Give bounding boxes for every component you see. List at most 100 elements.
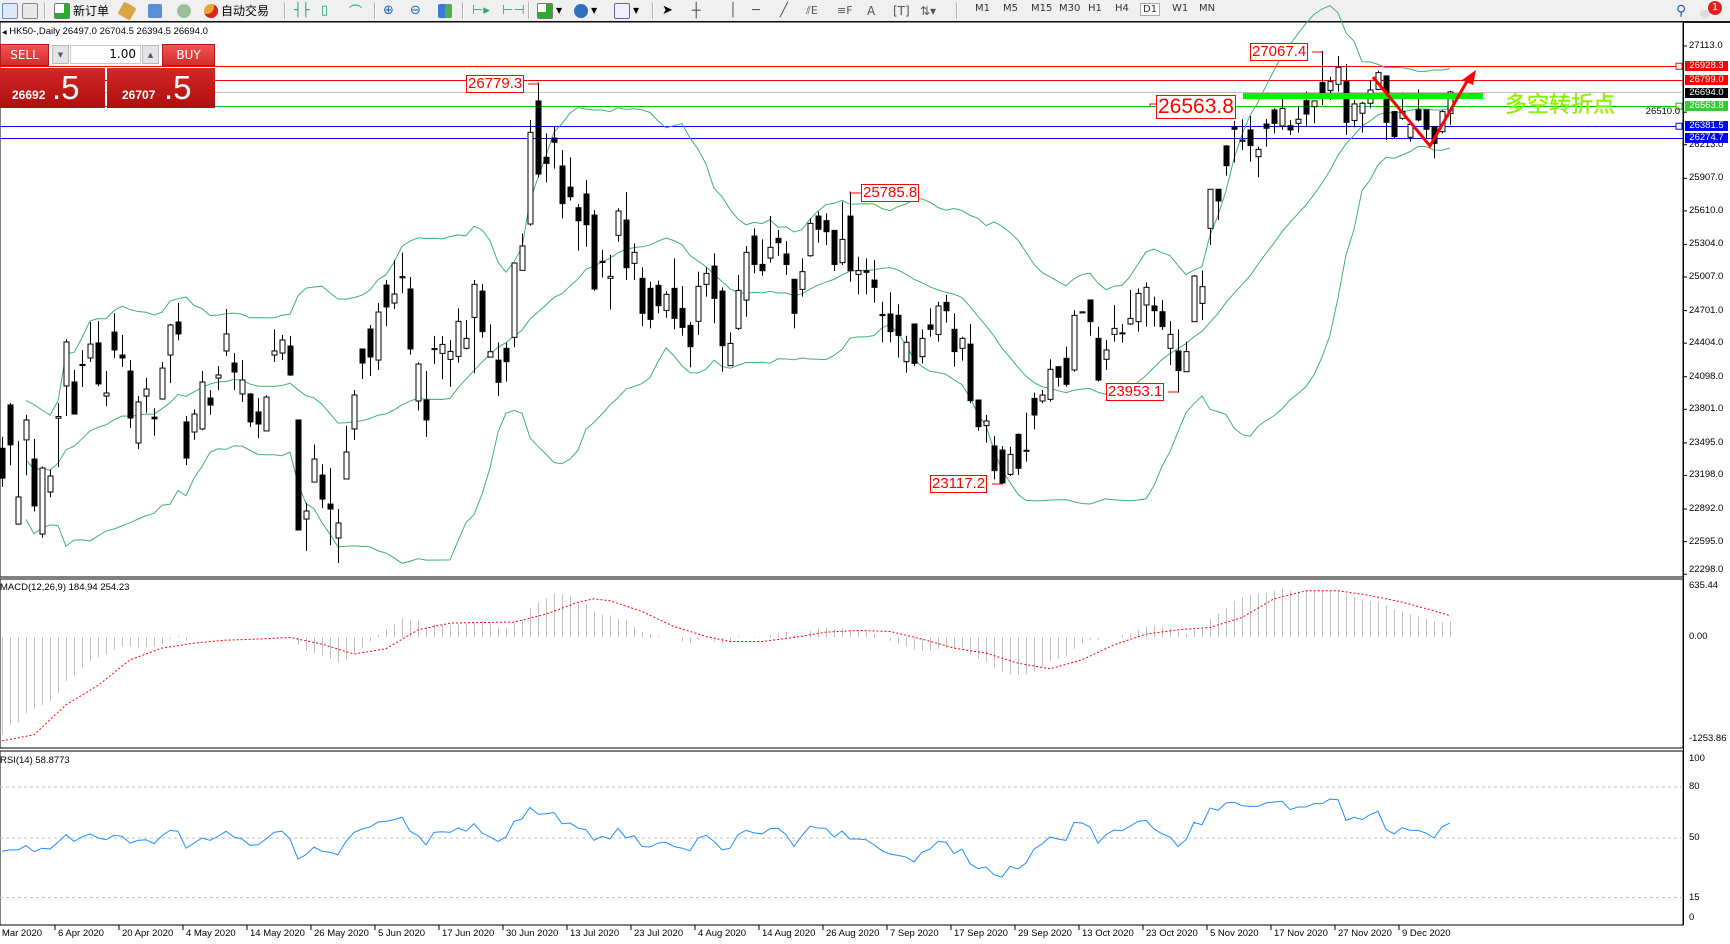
candle-body-bearish: [1151, 305, 1158, 312]
candle: [1047, 359, 1054, 402]
candle-body-bearish: [31, 458, 38, 507]
candle-body-bearish: [535, 100, 542, 175]
buy-button[interactable]: BUY: [162, 44, 215, 66]
candle: [839, 201, 846, 266]
price-axis-label: 23198.0: [1689, 469, 1724, 481]
candle: [1391, 111, 1398, 139]
sell-price-main: 26692: [12, 88, 46, 102]
candle-body-bullish: [343, 451, 350, 480]
timeframe-w1[interactable]: W1: [1172, 3, 1189, 14]
candle-body-bullish: [511, 262, 518, 338]
candle: [855, 256, 862, 295]
candle-body-bullish: [399, 276, 406, 279]
candle-body-bearish: [719, 290, 726, 347]
candle-body-bullish: [1047, 368, 1054, 400]
timeframe-mn[interactable]: MN: [1199, 3, 1216, 14]
candle: [415, 362, 422, 411]
lot-size-input[interactable]: 1.00: [70, 45, 141, 64]
candle-body-bullish: [839, 238, 846, 264]
candle: [1103, 339, 1110, 370]
chat-icon[interactable]: 1: [1700, 0, 1722, 19]
timeframe-m30[interactable]: M30: [1059, 3, 1081, 14]
candle-body-bearish: [951, 328, 958, 353]
periods-icon[interactable]: ▼: [574, 2, 597, 19]
candle-body-bullish: [599, 260, 606, 263]
reversal-point-annotation: 多空转折点: [1505, 93, 1615, 118]
candle-body-bullish: [159, 367, 166, 400]
equidistant-channel-icon[interactable]: ⫽E: [806, 3, 818, 17]
candle: [479, 284, 486, 338]
line-chart-icon[interactable]: ⌒: [349, 5, 363, 20]
timeframe-m1[interactable]: M1: [975, 3, 990, 14]
lot-decrease-button[interactable]: ▼: [52, 45, 69, 64]
candle-body-bullish: [767, 246, 774, 259]
candle-body-bullish: [1071, 314, 1078, 371]
text-icon[interactable]: A: [867, 3, 876, 18]
candle-body-bullish: [1023, 449, 1030, 452]
candle: [1087, 299, 1094, 336]
text-label-icon[interactable]: [T]: [893, 3, 910, 18]
new-chart-icon[interactable]: [2, 2, 21, 19]
candle: [103, 371, 110, 407]
candle-body-bullish: [1007, 453, 1014, 475]
collapse-triangle-icon[interactable]: ◀: [2, 30, 7, 36]
candle: [7, 402, 14, 466]
timeframe-m15[interactable]: M15: [1031, 3, 1053, 14]
trendline-icon[interactable]: ╱: [780, 3, 788, 18]
candle: [111, 313, 118, 358]
cursor-icon[interactable]: ➤: [662, 3, 673, 18]
lot-increase-button[interactable]: ▲: [142, 45, 159, 64]
crosshair-icon[interactable]: ┼: [692, 2, 701, 19]
auto-scroll-icon[interactable]: ⊢▸: [472, 3, 490, 18]
candle-body-bullish: [1351, 103, 1358, 122]
date-axis-label: 13 Oct 2020: [1082, 928, 1134, 939]
timeframe-d1[interactable]: D1: [1140, 3, 1161, 16]
bar-chart-icon[interactable]: ┤├: [294, 3, 310, 18]
timeframe-h1[interactable]: H1: [1088, 3, 1102, 14]
zoom-chart-icon[interactable]: [22, 2, 41, 19]
candlestick-icon[interactable]: ▯: [321, 3, 329, 18]
timeframe-h4[interactable]: H4: [1115, 3, 1129, 14]
tile-windows-icon[interactable]: [438, 2, 455, 19]
signal-icon[interactable]: [177, 2, 194, 19]
candle-body-bullish: [695, 285, 702, 322]
horizontal-line-icon[interactable]: ─: [752, 3, 760, 18]
date-axis-label: 14 May 2020: [250, 928, 305, 939]
fibonacci-icon[interactable]: ≡F: [837, 4, 853, 17]
timeframe-m5[interactable]: M5: [1003, 3, 1018, 14]
buy-price-box[interactable]: 26707 .5: [107, 68, 215, 108]
indicators-icon[interactable]: ▼: [537, 2, 562, 19]
candle: [943, 295, 950, 323]
chart-shift-icon[interactable]: ⊢⊣: [502, 3, 525, 18]
search-icon[interactable]: ⚲: [1676, 2, 1687, 19]
chart-header: ◀ HK50-,Daily 26497.0 26704.5 26394.5 26…: [2, 26, 208, 37]
candle-body-bearish: [95, 342, 102, 385]
reversal-zone-bar: [1243, 93, 1483, 99]
candle: [695, 271, 702, 336]
price-axis-label: 23495.0: [1689, 436, 1724, 448]
zoom-in-icon[interactable]: ⊕: [383, 3, 394, 18]
candle: [255, 398, 262, 438]
candle-body-bearish: [1095, 337, 1102, 381]
vertical-line-icon[interactable]: │: [729, 3, 737, 18]
candle: [31, 439, 38, 512]
sell-button[interactable]: SELL: [0, 44, 49, 66]
arrows-icon[interactable]: ⇅▾: [920, 3, 937, 18]
candle: [1063, 346, 1070, 387]
candle: [543, 133, 550, 183]
candle: [983, 415, 990, 443]
candle: [1127, 289, 1134, 325]
navigator-icon[interactable]: [148, 2, 165, 19]
zoom-out-icon[interactable]: ⊖: [410, 3, 421, 18]
candle: [439, 336, 446, 380]
sell-price-box[interactable]: 26692 .5: [0, 68, 105, 108]
templates-icon[interactable]: ▼: [614, 2, 639, 19]
candle-body-bearish: [647, 287, 654, 320]
date-axis-label: 26 May 2020: [314, 928, 369, 939]
candle: [911, 323, 918, 366]
auto-trading-button[interactable]: 自动交易: [204, 2, 269, 19]
candle: [623, 192, 630, 280]
macd-signal-line: [1, 590, 1451, 742]
new-order-button[interactable]: 新订单: [54, 2, 109, 19]
